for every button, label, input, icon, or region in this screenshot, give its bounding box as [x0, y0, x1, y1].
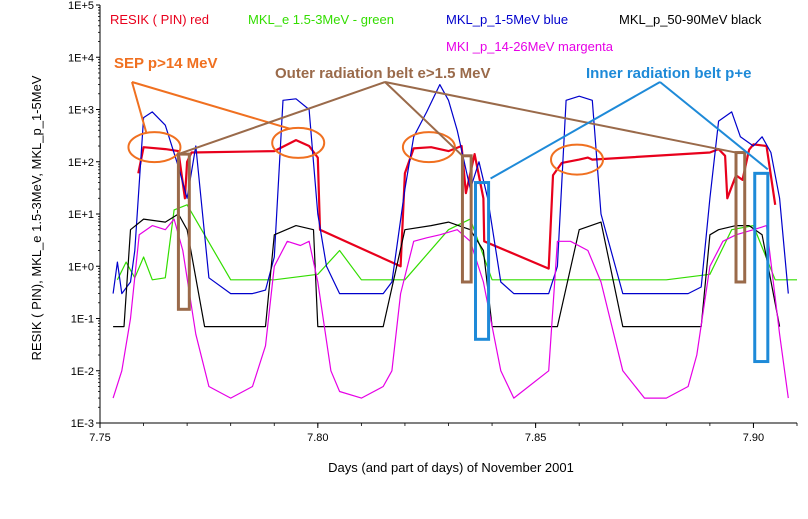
x-tick-label: 7.90 — [743, 432, 764, 444]
sep-connector-1 — [131, 81, 291, 130]
annotation-overlays — [127, 126, 770, 364]
y-tick-label: 1E-2 — [71, 366, 94, 378]
annotation-label-2: Inner radiation belt p+e — [586, 65, 751, 82]
x-tick-label: 7.85 — [525, 432, 546, 444]
y-tick-label: 1E-3 — [71, 418, 94, 430]
inner-connector-0 — [490, 81, 661, 180]
y-tick-label: 1E+5 — [68, 0, 94, 12]
inner-connector-1 — [659, 81, 769, 171]
legend-entry-1: MKL_e 1.5-3MeV - green — [248, 12, 394, 27]
outer-belt-box-2 — [734, 151, 747, 284]
sep-ellipse-3 — [550, 143, 605, 176]
series-line-4 — [112, 218, 789, 399]
legend-entry-3: MKL_p_50-90MeV black — [619, 12, 762, 27]
sep-ellipse-0 — [127, 131, 182, 164]
series-line-1 — [116, 204, 797, 281]
outer-belt-box-0 — [176, 152, 191, 311]
annotation-label-1: Outer radiation belt e>1.5 MeV — [275, 65, 490, 82]
y-tick-label: 1E+2 — [68, 157, 94, 169]
y-tick-label: 1E+0 — [68, 261, 94, 273]
legend-entry-4: MKI _p_14-26MeV margenta — [446, 39, 614, 54]
axes: 1E-3 1E-2 1E-1 1E+0 1E+1 1E+2 1E+3 1E+4 1E+5 7.75… — [68, 0, 798, 444]
x-tick-label: 7.80 — [307, 432, 328, 444]
legend: RESIK ( PIN) red MKL_e 1.5-3MeV - green MK… — [110, 12, 762, 54]
outer-connector-1 — [384, 81, 464, 157]
y-tick-label: 1E-1 — [71, 314, 94, 326]
outer-connector-2 — [384, 81, 737, 154]
outer-connector-0 — [178, 81, 386, 156]
outer-belt-box-1 — [460, 154, 473, 284]
x-axis-title: Days (and part of days) of November 2001 — [328, 460, 574, 475]
legend-entry-2: MKL_p_1-5MeV blue — [446, 12, 568, 27]
sep-ellipse-1 — [271, 126, 326, 159]
sep-ellipse-2 — [401, 131, 456, 164]
y-tick-label: 1E+1 — [68, 209, 94, 221]
x-tick-label: 7.75 — [89, 432, 110, 444]
inner-belt-box-0 — [474, 181, 491, 341]
inner-belt-box-1 — [753, 171, 770, 364]
sep-connector-0 — [131, 81, 148, 134]
annotation-label-0: SEP p>14 MeV — [114, 55, 218, 72]
annotation-labels: SEP p>14 MeV Outer radiation belt e>1.5 M… — [114, 55, 769, 180]
y-tick-label: 1E+4 — [68, 52, 94, 64]
y-axis-title: RESIK ( PIN), MKL_e 1.5-3MeV, MKL_p_1-5M… — [29, 75, 44, 360]
legend-entry-0: RESIK ( PIN) red — [110, 12, 209, 27]
y-tick-label: 1E+3 — [68, 105, 94, 117]
